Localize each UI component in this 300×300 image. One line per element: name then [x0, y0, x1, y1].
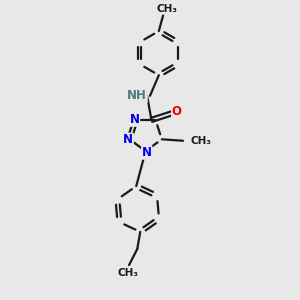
- Text: N: N: [129, 113, 140, 126]
- Text: N: N: [123, 134, 133, 146]
- Text: CH₃: CH₃: [118, 268, 139, 278]
- Text: O: O: [172, 106, 182, 118]
- Text: N: N: [142, 146, 152, 159]
- Text: CH₃: CH₃: [190, 136, 211, 146]
- Text: CH₃: CH₃: [156, 4, 177, 14]
- Text: NH: NH: [127, 89, 147, 102]
